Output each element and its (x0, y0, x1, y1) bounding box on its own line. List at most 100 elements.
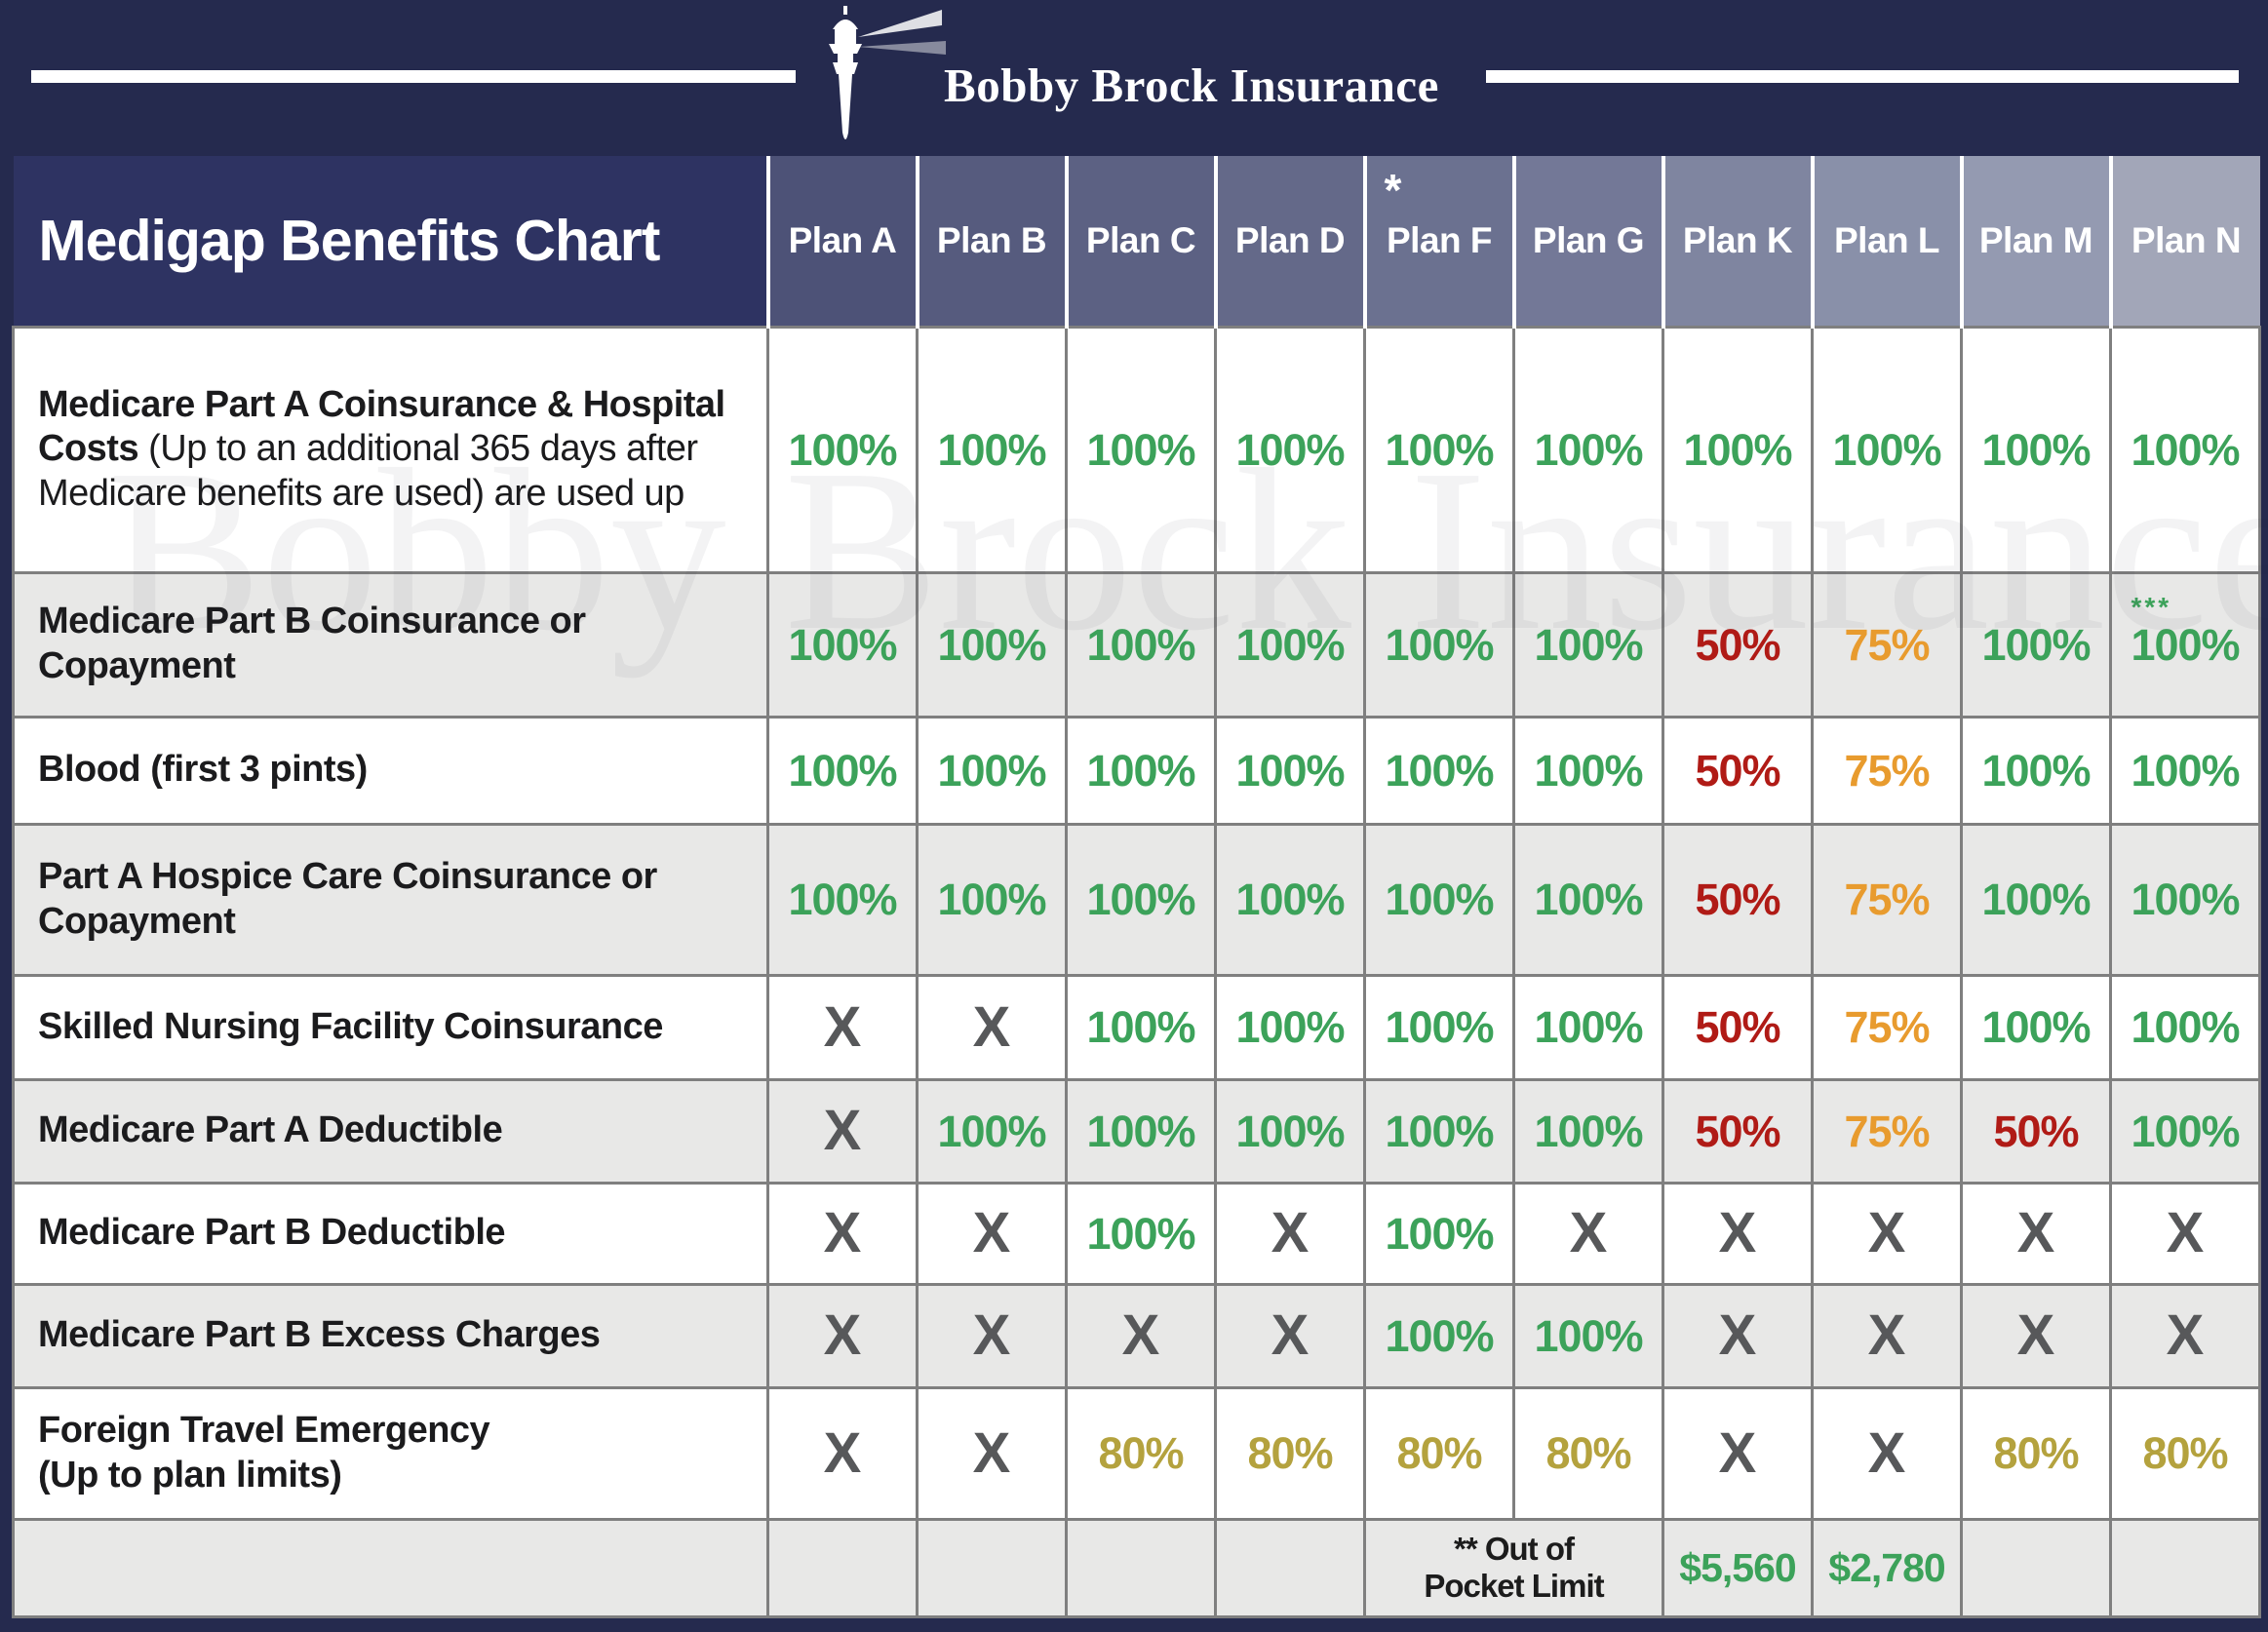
plan-label: Plan F (1386, 219, 1493, 260)
not-covered-mark: X (2109, 1181, 2261, 1286)
plan-label: Plan L (1833, 219, 1940, 260)
coverage-value: 50% (1662, 822, 1814, 977)
coverage-value: 75% (1811, 570, 1963, 719)
coverage-value: 100% (1662, 325, 1814, 574)
not-covered-mark: X (766, 1282, 919, 1389)
benefit-row: Part A Hospice Care Coinsurance or Copay… (12, 822, 2261, 977)
coverage-value: 75% (1811, 1077, 1963, 1185)
coverage-value: 100% (1363, 1077, 1515, 1185)
not-covered-mark: X (1662, 1282, 1814, 1389)
plan-label: Plan K (1682, 219, 1793, 260)
not-covered-mark: X (1512, 1181, 1664, 1286)
benefit-label-cell: Part A Hospice Care Coinsurance or Copay… (12, 822, 769, 977)
coverage-value: 80% (1960, 1385, 2112, 1521)
coverage-value: *** 100% (2109, 570, 2261, 719)
coverage-value: 100% (1065, 715, 1217, 826)
benefit-row: Foreign Travel Emergency (Up to plan limi… (12, 1385, 2261, 1521)
coverage-value: 50% (1662, 973, 1814, 1081)
coverage-value: 100% (1512, 715, 1664, 826)
coverage-value: 75% (1811, 715, 1963, 826)
page-title-text: Medigap Benefits Chart (38, 208, 661, 273)
not-covered-mark: X (1811, 1385, 1963, 1521)
coverage-value: 100% (1214, 715, 1366, 826)
page-title: Medigap Benefits Chart (13, 156, 768, 327)
empty-cell (766, 1517, 919, 1618)
not-covered-mark: X (1662, 1181, 1814, 1286)
coverage-value: 75% (1811, 973, 1963, 1081)
medigap-benefits-table: Medigap Benefits Chart Plan A Plan B Plan … (12, 156, 2261, 1618)
out-of-pocket-label-line: ** Out of (1454, 1531, 1575, 1568)
header-row: Medigap Benefits Chart Plan A Plan B Plan … (13, 156, 2260, 327)
not-covered-mark: X (1214, 1282, 1366, 1389)
plan-column-header: Plan K (1661, 156, 1813, 327)
plan-column-header: Plan D (1213, 156, 1365, 327)
plan-column-header: Plan B (915, 156, 1067, 327)
coverage-value: 100% (916, 325, 1068, 574)
benefit-label: Medicare Part A Coinsurance & Hospital C… (38, 383, 725, 470)
not-covered-mark: X (916, 1181, 1068, 1286)
coverage-value: 100% (1811, 325, 1963, 574)
benefit-label: Medicare Part A Deductible (38, 1109, 503, 1151)
coverage-value: 100% (1214, 570, 1366, 719)
not-covered-mark: X (766, 973, 919, 1081)
coverage-value: 100% (916, 570, 1068, 719)
benefit-label-detail: (Up to an additional 365 days after Medi… (38, 428, 698, 514)
coverage-value: 100% (1960, 570, 2112, 719)
plan-label: Plan G (1532, 219, 1645, 260)
coverage-value: 100% (1960, 973, 2112, 1081)
footnote-triple-asterisk: *** (2131, 591, 2172, 622)
plan-label: Plan M (1978, 219, 2093, 260)
coverage-value: 100% (1363, 325, 1515, 574)
plan-label: Plan D (1234, 219, 1346, 260)
coverage-value: 100% (1065, 570, 1217, 719)
coverage-value: 100% (1214, 973, 1366, 1081)
benefit-row: Medicare Part B Coinsurance or Copayment… (12, 570, 2261, 719)
benefit-label-cell: Skilled Nursing Facility Coinsurance (12, 973, 769, 1081)
plan-column-header: Plan M (1959, 156, 2111, 327)
decorative-line-left (31, 70, 796, 83)
coverage-value: 80% (2109, 1385, 2261, 1521)
brand-name: Bobby Brock Insurance (944, 58, 1439, 112)
coverage-value: 100% (1065, 973, 1217, 1081)
coverage-value: 100% (1363, 973, 1515, 1081)
plan-label: Plan C (1085, 219, 1196, 260)
benefit-label: Blood (first 3 pints) (38, 749, 368, 791)
lighthouse-logo-icon (829, 6, 947, 139)
empty-cell (916, 1517, 1068, 1618)
plan-column-header: Plan C (1064, 156, 1216, 327)
coverage-value: 100% (1065, 1077, 1217, 1185)
plan-column-header: Plan A (765, 156, 918, 327)
benefit-label-cell: Foreign Travel Emergency (Up to plan limi… (12, 1385, 769, 1521)
benefit-label-cell: Medicare Part A Coinsurance & Hospital C… (12, 325, 769, 574)
empty-cell (1960, 1517, 2112, 1618)
empty-cell (1065, 1517, 1217, 1618)
coverage-value: 100% (1363, 1181, 1515, 1286)
coverage-value: 100% (1512, 570, 1664, 719)
out-of-pocket-value: $2,780 (1811, 1517, 1963, 1618)
coverage-value: 80% (1512, 1385, 1664, 1521)
benefit-row: Medicare Part B Deductible X X 100% X 100% X X X… (12, 1181, 2261, 1286)
coverage-value: 100% (1363, 715, 1515, 826)
coverage-value: 100% (1960, 325, 2112, 574)
not-covered-mark: X (1960, 1181, 2112, 1286)
coverage-value: 75% (1811, 822, 1963, 977)
benefit-row: Skilled Nursing Facility Coinsurance X X 10… (12, 973, 2261, 1081)
coverage-value: 100% (1512, 822, 1664, 977)
coverage-value: 80% (1065, 1385, 1217, 1521)
benefit-label-cell: Medicare Part A Deductible (12, 1077, 769, 1185)
coverage-value: 100% (1512, 325, 1664, 574)
not-covered-mark: X (1065, 1282, 1217, 1389)
coverage-value: 100% (2109, 325, 2261, 574)
empty-cell (2109, 1517, 2261, 1618)
coverage-value: 100% (1065, 822, 1217, 977)
benefit-label-cell: Medicare Part B Coinsurance or Copayment (12, 570, 769, 719)
not-covered-mark: X (916, 1282, 1068, 1389)
not-covered-mark: X (766, 1181, 919, 1286)
benefit-label: Medicare Part B Deductible (38, 1212, 506, 1254)
plan-column-header: Plan G (1511, 156, 1663, 327)
coverage-value: 100% (1214, 1077, 1366, 1185)
coverage-value: 80% (1363, 1385, 1515, 1521)
coverage-value: 100% (766, 822, 919, 977)
benefit-label: Part A Hospice Care Coinsurance or Copay… (38, 855, 657, 942)
